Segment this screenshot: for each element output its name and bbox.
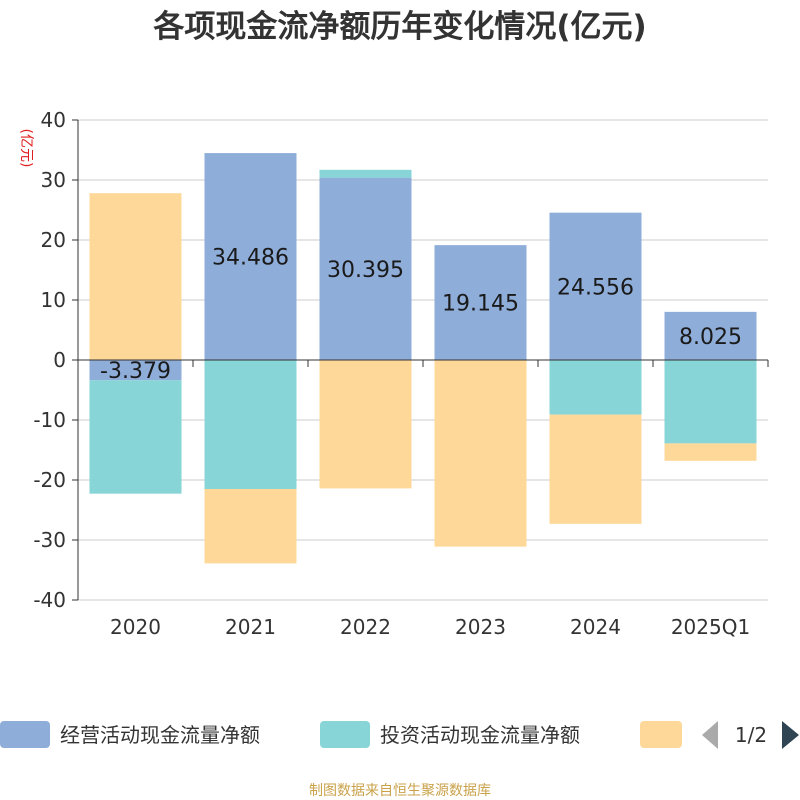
bar-2021-series-2[interactable]	[204, 489, 297, 564]
y-tick-labels: 40 30 20 10 0 -10 -20 -30 -40	[33, 108, 66, 612]
data-label-2022: 30.395	[327, 258, 404, 283]
bars	[89, 153, 757, 564]
bar-2025Q1-series-1[interactable]	[664, 360, 757, 444]
y-tick-label: -30	[33, 528, 66, 552]
data-source-note: 制图数据来自恒生聚源数据库	[309, 783, 491, 799]
bar-2024-series-0[interactable]	[549, 212, 642, 360]
bar-2021-series-0[interactable]	[204, 153, 297, 360]
data-label-2024: 24.556	[557, 275, 634, 300]
bar-2021-series-1[interactable]	[204, 360, 297, 489]
data-label-2021: 34.486	[212, 246, 289, 271]
legend-label-operating[interactable]: 经营活动现金流量净额	[60, 723, 260, 747]
bar-2022-series-0[interactable]	[319, 177, 412, 360]
y-tick-label: -20	[33, 468, 66, 492]
y-axis-unit: (亿元)	[18, 129, 34, 168]
bar-2023-series-2[interactable]	[434, 360, 527, 547]
legend-page-indicator: 1/2	[735, 723, 767, 747]
x-tick-labels: 2020 2021 2022 2023 2024 2025Q1	[110, 615, 750, 639]
data-label-2023: 19.145	[442, 292, 519, 317]
bar-2020-series-2[interactable]	[89, 193, 182, 360]
x-tick-label: 2020	[110, 615, 161, 639]
x-tick-label: 2024	[570, 615, 621, 639]
chart-title: 各项现金流净额历年变化情况(亿元)	[152, 9, 646, 45]
legend-swatch-investing[interactable]	[320, 721, 370, 748]
bar-2025Q1-series-0[interactable]	[664, 311, 757, 360]
axes	[72, 119, 769, 601]
bar-2022-series-1[interactable]	[319, 169, 412, 178]
bar-2023-series-0[interactable]	[434, 245, 527, 360]
y-tick-label: 0	[53, 348, 66, 372]
legend-prev-page-icon[interactable]	[702, 721, 718, 749]
x-tick-label: 2023	[455, 615, 506, 639]
bar-2024-series-2[interactable]	[549, 414, 642, 524]
bar-2020-series-1[interactable]	[89, 380, 182, 494]
y-tick-label: 10	[41, 288, 66, 312]
x-tick-label: 2022	[340, 615, 391, 639]
legend-swatch-operating[interactable]	[0, 721, 50, 748]
y-tick-label: 40	[41, 108, 66, 132]
y-tick-label: -40	[33, 588, 66, 612]
bar-2024-series-1[interactable]	[549, 360, 642, 415]
bar-2020-series-0[interactable]	[89, 360, 182, 381]
bar-2022-series-2[interactable]	[319, 360, 412, 489]
legend-swatch-financing[interactable]	[640, 721, 682, 748]
legend: 经营活动现金流量净额 投资活动现金流量净额 1/2	[0, 721, 799, 749]
x-tick-label: 2025Q1	[671, 615, 750, 639]
data-label-2025Q1: 8.025	[679, 325, 742, 350]
data-labels: -3.379 34.486 30.395 19.145 24.556 8.025	[100, 246, 742, 385]
legend-label-investing[interactable]: 投资活动现金流量净额	[380, 723, 580, 747]
bar-2025Q1-series-2[interactable]	[664, 443, 757, 461]
y-tick-label: 30	[41, 168, 66, 192]
legend-next-page-icon[interactable]	[782, 721, 799, 749]
y-tick-label: 20	[41, 228, 66, 252]
data-label-2020: -3.379	[100, 359, 171, 384]
y-tick-label: -10	[33, 408, 66, 432]
x-tick-label: 2021	[225, 615, 276, 639]
